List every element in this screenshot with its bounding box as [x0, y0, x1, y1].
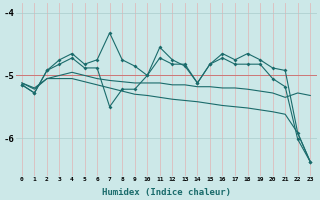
- X-axis label: Humidex (Indice chaleur): Humidex (Indice chaleur): [101, 188, 231, 197]
